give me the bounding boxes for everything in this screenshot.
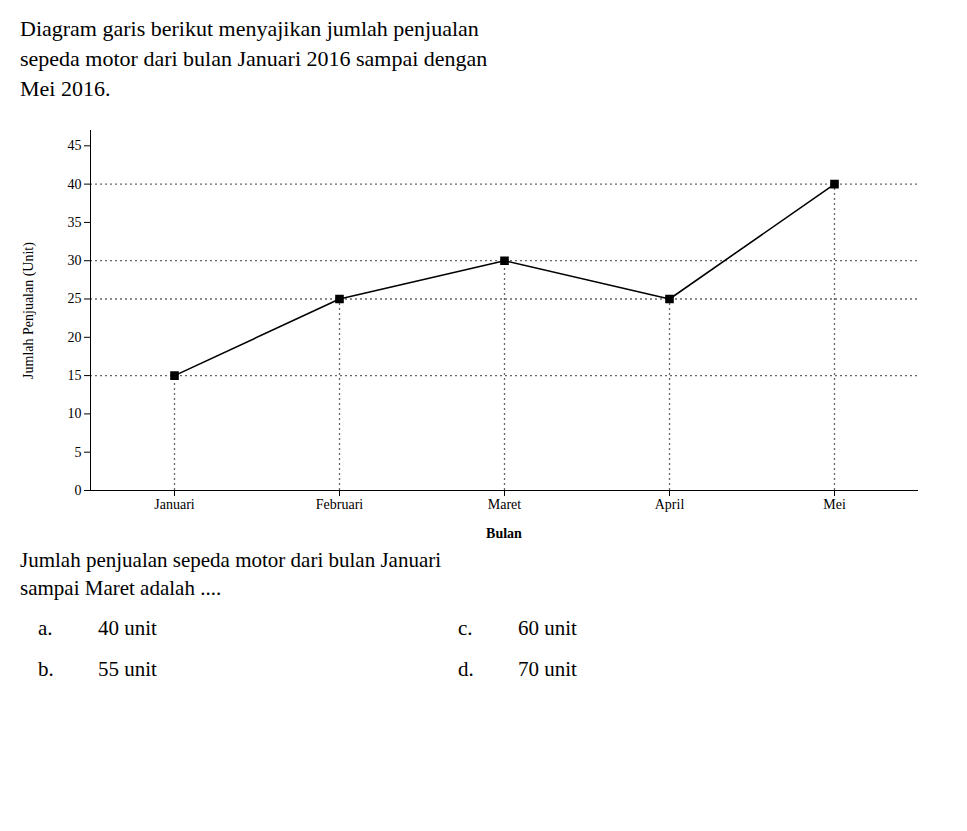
svg-text:Januari: Januari (154, 497, 195, 512)
html-text:70 unit: 70 unit (518, 657, 577, 681)
svg-text:Februari: Februari (316, 497, 364, 512)
html-text:Diagram garis berikut menyajik: Diagram garis berikut menyajikan jumlah … (20, 16, 479, 41)
html-text:d.: d. (458, 657, 474, 681)
svg-text:Mei: Mei (823, 497, 846, 512)
html-text:60 unit: 60 unit (518, 616, 577, 640)
html-text:Jumlah penjualan sepeda motor: Jumlah penjualan sepeda motor dari bulan… (20, 548, 441, 572)
html-text:55 unit: 55 unit (98, 657, 157, 681)
html-text:c.: c. (458, 616, 473, 640)
svg-text:45: 45 (68, 138, 82, 153)
svg-text:0: 0 (75, 483, 82, 498)
svg-text:15: 15 (68, 368, 82, 383)
html-text:a.: a. (38, 616, 53, 640)
svg-text:20: 20 (68, 330, 82, 345)
html-text:sampai Maret adalah ....: sampai Maret adalah .... (20, 576, 222, 600)
svg-text:35: 35 (68, 215, 82, 230)
svg-text:5: 5 (75, 445, 82, 460)
svg-text:25: 25 (68, 291, 82, 306)
html-text:Mei 2016.: Mei 2016. (20, 76, 111, 101)
svg-text:Jumlah Penjualan (Unit): Jumlah Penjualan (Unit) (21, 242, 37, 379)
svg-text:30: 30 (68, 253, 82, 268)
html-text:sepeda motor dari bulan Januar: sepeda motor dari bulan Januari 2016 sam… (20, 46, 488, 71)
svg-text:10: 10 (68, 406, 82, 421)
svg-text:Maret: Maret (488, 497, 522, 512)
html-text:40 unit: 40 unit (98, 616, 157, 640)
svg-text:Bulan: Bulan (486, 526, 522, 541)
html-text:b.: b. (38, 657, 54, 681)
svg-text:April: April (655, 497, 685, 512)
svg-text:40: 40 (68, 177, 82, 192)
